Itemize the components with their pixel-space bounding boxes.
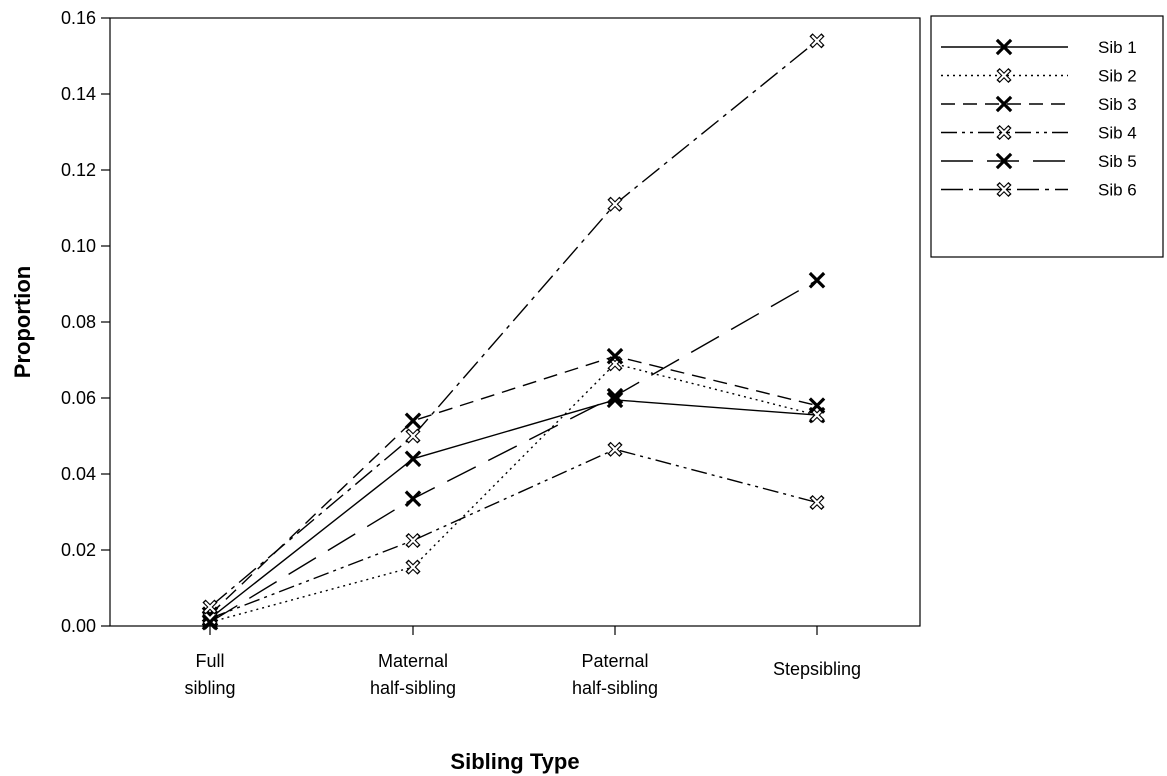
series-5: [201, 271, 826, 631]
data-point: [404, 490, 422, 507]
data-point: [202, 599, 218, 615]
y-tick-label: 0.16: [61, 8, 96, 28]
x-axis: Full sibling Maternal half-sibling Paternal h…: [184, 626, 861, 698]
series-4: [202, 441, 825, 626]
legend-label: Sib 4: [1098, 124, 1137, 143]
y-tick-label: 0.12: [61, 160, 96, 180]
legend-label: Sib 2: [1098, 67, 1137, 86]
x-tick-label-line: half-sibling: [370, 678, 456, 698]
legend-box: [930, 15, 1164, 258]
y-tick-label: 0.14: [61, 84, 96, 104]
legend-marker: [996, 124, 1012, 141]
y-tick-label: 0.04: [61, 464, 96, 484]
x-tick-label-line: Maternal: [378, 651, 448, 671]
series-line: [209, 279, 818, 623]
legend-entry: Sib 2: [941, 67, 1137, 86]
data-point: [404, 450, 422, 468]
series-layer: [201, 33, 826, 631]
data-point: [808, 271, 826, 289]
data-point: [607, 196, 623, 212]
data-point: [201, 613, 219, 631]
series-6: [202, 33, 825, 615]
x-tick-label-line: half-sibling: [572, 678, 658, 698]
series-3: [201, 347, 826, 623]
y-axis: 0.00 0.02 0.04 0.06 0.08 0.10 0.12 0.14 0.16: [61, 8, 110, 636]
data-point: [405, 559, 421, 575]
y-tick-label: 0.08: [61, 312, 96, 332]
data-point: [606, 347, 624, 365]
series-line: [209, 363, 818, 623]
series-line: [209, 399, 818, 619]
data-point: [607, 441, 623, 457]
plot-area: [109, 17, 921, 627]
x-tick-label-line: Paternal: [581, 651, 648, 671]
plot-frame: [109, 17, 921, 627]
legend: Sib 1 Sib 2 Sib 3 Sib 4 Sib 5 Sib 6: [930, 15, 1164, 258]
legend-label: Sib 5: [1098, 152, 1137, 171]
data-point: [606, 387, 624, 405]
legend-entry: Sib 1: [941, 38, 1137, 57]
legend-label: Sib 3: [1098, 95, 1137, 114]
series-line: [209, 40, 818, 608]
data-point: [405, 428, 421, 444]
data-point: [809, 494, 825, 511]
x-tick-label: Maternal half-sibling: [370, 651, 456, 698]
x-tick-label: Full sibling: [184, 651, 235, 698]
y-tick-label: 0.02: [61, 540, 96, 560]
series-2: [202, 356, 825, 630]
series-1: [201, 391, 826, 627]
x-tick-label-line: Stepsibling: [773, 659, 861, 679]
x-tick-label-line: Full: [195, 651, 224, 671]
y-axis-title: Proportion: [10, 266, 35, 378]
legend-marker: [996, 181, 1012, 198]
legend-marker: [995, 95, 1013, 113]
data-point: [202, 610, 218, 626]
y-tick-label: 0.00: [61, 616, 96, 636]
series-line: [209, 355, 818, 616]
x-axis-title: Sibling Type: [450, 749, 579, 774]
data-point: [809, 33, 825, 49]
legend-marker: [995, 152, 1013, 170]
legend-entry: Sib 5: [941, 152, 1137, 171]
legend-marker: [996, 67, 1012, 84]
x-tick-label: Stepsibling: [773, 659, 861, 679]
y-tick-label: 0.10: [61, 236, 96, 256]
data-point: [606, 391, 624, 409]
legend-entry: Sib 6: [941, 181, 1137, 200]
series-line: [209, 448, 818, 620]
legend-entry: Sib 4: [941, 124, 1137, 143]
y-tick-label: 0.06: [61, 388, 96, 408]
data-point: [405, 532, 421, 549]
legend-entry: Sib 3: [941, 95, 1137, 114]
data-point: [404, 412, 422, 430]
x-tick-label-line: sibling: [184, 678, 235, 698]
legend-label: Sib 1: [1098, 38, 1137, 57]
legend-label: Sib 6: [1098, 181, 1137, 200]
data-point: [808, 397, 826, 414]
legend-marker: [995, 38, 1013, 56]
x-tick-label: Paternal half-sibling: [572, 651, 658, 698]
